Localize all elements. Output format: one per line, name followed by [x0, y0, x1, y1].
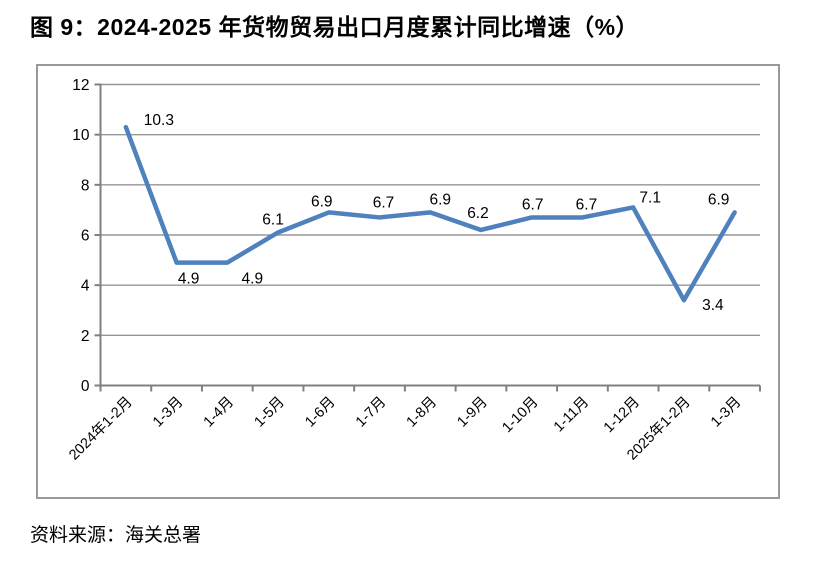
x-tick-label: 1-9月: [454, 394, 490, 430]
data-label: 7.1: [639, 189, 661, 206]
x-tick-label: 1-11月: [551, 394, 592, 435]
x-tick-label: 1-7月: [353, 394, 389, 430]
data-label: 6.2: [467, 205, 489, 222]
x-tick-label: 1-5月: [251, 394, 287, 430]
data-label: 6.9: [429, 191, 451, 208]
figure-title: 图 9：2024-2025 年货物贸易出口月度累计同比增速（%）: [30, 14, 640, 40]
data-label: 6.7: [576, 196, 598, 213]
x-tick-label: 1-12月: [601, 394, 643, 436]
series-line: [123, 124, 737, 303]
data-label: 4.9: [178, 271, 200, 288]
x-tick-label: 1-6月: [302, 394, 338, 430]
data-label: 10.3: [144, 112, 174, 129]
data-label: 6.9: [311, 193, 333, 210]
x-tick-label: 1-3月: [150, 394, 186, 430]
data-label: 6.7: [373, 194, 395, 211]
data-label: 6.1: [262, 211, 284, 228]
x-tick-label: 2024年1-2月: [66, 393, 136, 463]
y-tick-label: 10: [72, 127, 90, 144]
data-label: 3.4: [702, 297, 724, 314]
y-tick-label: 8: [81, 177, 90, 194]
data-label: 6.9: [708, 191, 730, 208]
x-tick-label: 1-10月: [499, 394, 541, 436]
chart-panel: 0 2 4 6 8 10 12 2024年1-2月 1-3月 1-4月 1-5月 1-6月 1-7月 1-…: [36, 64, 780, 499]
line-chart-canvas: 0 2 4 6 8 10 12 2024年1-2月 1-3月 1-4月 1-5月 1-6月 1-7月 1-…: [66, 77, 761, 463]
y-tick-label: 6: [81, 228, 90, 245]
x-tick-label: 1-3月: [708, 394, 744, 430]
data-label: 6.7: [522, 196, 544, 213]
x-tick-label: 1-8月: [404, 394, 440, 430]
data-label: 4.9: [242, 271, 264, 288]
y-tick-label: 2: [81, 328, 90, 345]
y-tick-label: 0: [81, 378, 90, 395]
y-tick-label: 12: [72, 77, 89, 94]
source-note: 资料来源：海关总署: [30, 525, 202, 546]
x-tick-label: 1-4月: [201, 394, 237, 430]
y-tick-label: 4: [81, 278, 90, 295]
